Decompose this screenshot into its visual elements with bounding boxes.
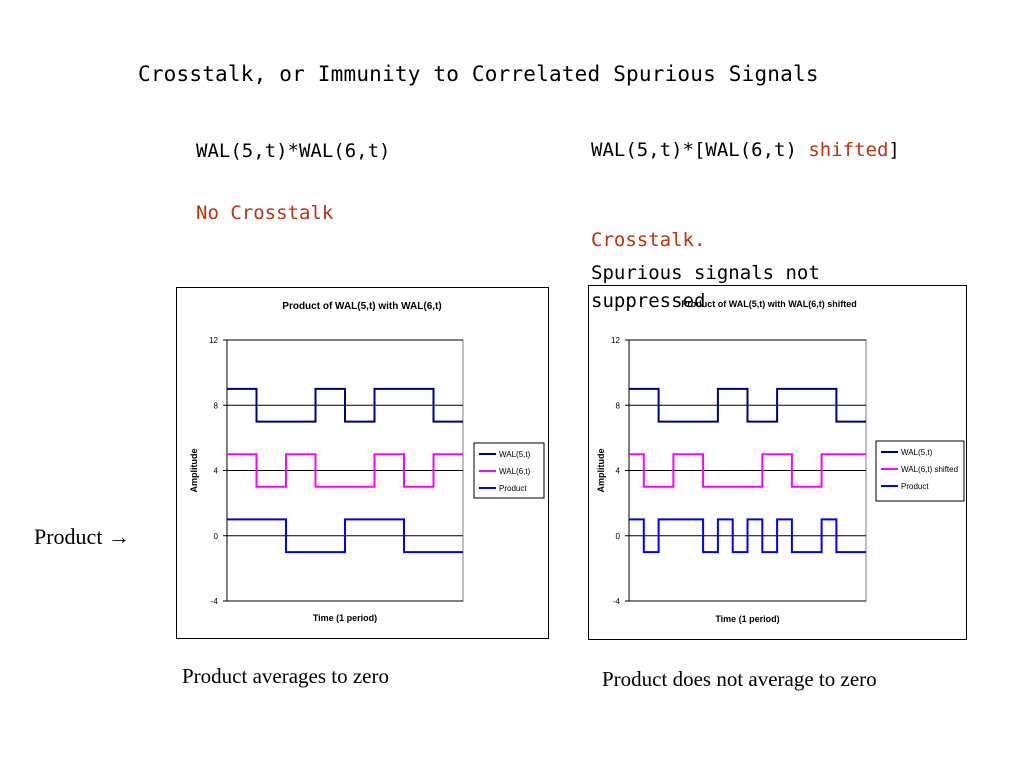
left-chart-title: Product of WAL(5,t) with WAL(6,t)	[282, 301, 441, 312]
right-legend-label: WAL(6,t) shifted	[901, 465, 958, 474]
left-caption: Product averages to zero	[182, 664, 389, 688]
right-heading-shifted: shifted	[808, 139, 889, 161]
left-heading: WAL(5,t)*WAL(6,t)	[196, 140, 391, 162]
right-x-axis-label: Time (1 period)	[715, 614, 779, 624]
left-y-tick-label: 4	[214, 467, 219, 476]
left-legend-label: WAL(5,t)	[499, 450, 531, 459]
left-y-tick-label: 8	[214, 401, 219, 410]
right-caption: Product does not average to zero	[602, 667, 877, 691]
left-legend-label: Product	[499, 484, 527, 493]
right-series-line-1	[629, 387, 866, 423]
right-chart-title: Product of WAL(5,t) with WAL(6,t) shifte…	[681, 299, 856, 309]
right-chart: 12 8 4 0 -4 Product of WAL(5,t) with WAL(6,t)…	[596, 299, 965, 624]
left-series-line-1	[227, 387, 463, 423]
left-x-axis-label: Time (1 period)	[313, 613, 377, 623]
right-series-line-3	[629, 518, 866, 554]
right-y-axis-label: Amplitude	[596, 449, 606, 493]
right-chart-frame: 12 8 4 0 -4 Product of WAL(5,t) with WAL(6,t)…	[588, 285, 967, 640]
left-y-tick-label: -4	[211, 597, 219, 606]
right-y-tick-label: -4	[613, 597, 621, 606]
right-note-spurious: Spurious signals not suppressed	[591, 262, 820, 312]
product-label-text: Product	[34, 524, 103, 549]
right-y-tick-label: 0	[616, 532, 621, 541]
right-heading: WAL(5,t)*[WAL(6,t) shifted]	[591, 136, 1011, 165]
right-legend-label: Product	[901, 482, 929, 491]
right-series-line-2	[629, 453, 866, 488]
left-legend-label: WAL(6,t)	[499, 467, 531, 476]
right-y-tick-label: 12	[611, 336, 620, 345]
right-y-tick-label: 4	[616, 467, 621, 476]
product-pointer-label: Product →	[34, 524, 130, 550]
left-y-axis-label: Amplitude	[189, 449, 199, 493]
left-series-line-2	[227, 453, 463, 488]
left-note-no-crosstalk: No Crosstalk	[196, 202, 334, 224]
right-note-crosstalk: Crosstalk.	[591, 229, 706, 251]
right-y-tick-label: 8	[616, 401, 621, 410]
left-chart-frame: 12 8 4 0 -4 Product of WAL(5,t) with WAL(6,t)…	[176, 287, 549, 639]
right-heading-part1: WAL(5,t)*[WAL(6,t)	[591, 139, 809, 161]
right-heading-part3: ]	[888, 139, 900, 161]
right-legend-label: WAL(5,t)	[901, 448, 933, 457]
left-series-line-3	[227, 518, 463, 554]
left-y-tick-label: 12	[209, 336, 218, 345]
slide-title: Crosstalk, or Immunity to Correlated Spu…	[138, 62, 819, 86]
right-arrow-icon: →	[107, 524, 130, 549]
left-chart: 12 8 4 0 -4 Product of WAL(5,t) with WAL(6,t)…	[189, 301, 545, 623]
left-y-tick-label: 0	[214, 532, 219, 541]
